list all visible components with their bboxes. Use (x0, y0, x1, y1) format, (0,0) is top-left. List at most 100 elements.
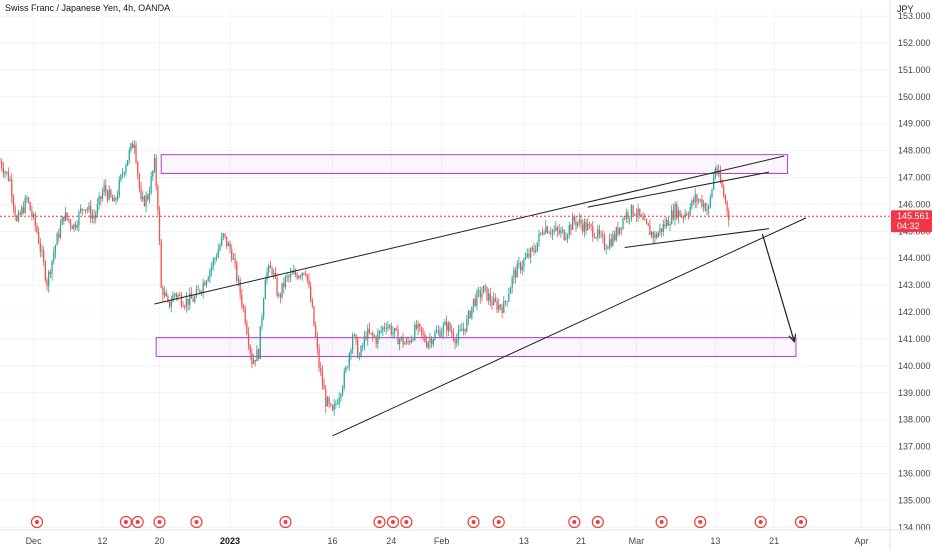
candle-body (263, 299, 265, 318)
time-tick-label: 13 (710, 536, 720, 546)
candle-body (46, 280, 48, 287)
candle-body (566, 234, 569, 238)
candle-body (281, 283, 283, 298)
candle-body (595, 237, 597, 239)
candle-body (195, 289, 198, 297)
candle-body (244, 308, 246, 323)
candle-body (472, 298, 475, 307)
candle-body (227, 243, 230, 247)
candle-body (336, 403, 339, 405)
candle-body (279, 294, 282, 298)
candle-body (499, 304, 502, 308)
candle-body (555, 227, 557, 231)
candle-body (56, 233, 58, 246)
candle-body (407, 340, 409, 342)
candle-body (370, 332, 372, 334)
candle-body (224, 233, 226, 237)
candle-body (266, 272, 268, 280)
candle-body (600, 234, 602, 236)
candle-body (461, 329, 463, 331)
candle-body (634, 214, 636, 216)
candle-body (212, 259, 214, 266)
candle-body (125, 165, 127, 173)
time-tick-label: Mar (629, 536, 645, 546)
candle-body (194, 296, 196, 302)
candle-body (158, 209, 161, 242)
candle-body (11, 179, 13, 198)
candle-body (560, 230, 562, 234)
candle-body (261, 317, 263, 327)
candle-body (687, 214, 690, 216)
candle-body (167, 296, 169, 302)
candle-body (385, 328, 387, 330)
candle-body (140, 188, 142, 200)
price-tick-label: 144.000 (898, 253, 931, 263)
candle-body (357, 339, 359, 358)
candle-body (353, 334, 355, 336)
candle-body (659, 228, 661, 233)
candle-body (622, 218, 624, 229)
candle-body (273, 272, 275, 274)
candle-body (106, 191, 109, 200)
candle-body (511, 277, 513, 288)
candle-body (81, 208, 83, 210)
candle-body (405, 340, 408, 344)
candle-body (138, 174, 141, 189)
candle-body (326, 397, 329, 407)
candlestick-series (0, 139, 730, 416)
candle-body (128, 150, 130, 161)
price-zone (155, 337, 797, 357)
candle-body (593, 236, 596, 238)
candle-body (598, 229, 601, 235)
candle-body (714, 168, 716, 178)
candle-body (289, 273, 292, 278)
candle-body (12, 197, 15, 207)
candle-body (637, 208, 639, 216)
candle-body (504, 301, 507, 303)
candle-body (696, 194, 698, 202)
price-axis[interactable]: 153.000 152.000 151.000 150.000 149.000 148.0… (889, 0, 931, 550)
candle-body (721, 181, 723, 187)
time-axis[interactable]: Dec122020231624Feb1321Mar1321Apr17 (0, 529, 932, 546)
candle-body (61, 216, 63, 225)
candle-body (58, 233, 60, 238)
candle-body (686, 213, 688, 215)
candle-body (404, 343, 406, 345)
candle-body (26, 197, 28, 199)
candle-body (558, 230, 560, 234)
candle-body (251, 353, 253, 364)
candle-body (624, 218, 626, 220)
candle-body (679, 210, 681, 217)
candle-body (471, 306, 473, 318)
candle-body (145, 195, 147, 206)
candle-body (187, 298, 189, 305)
candle-body (551, 230, 554, 234)
candle-body (649, 225, 651, 236)
candle-body (256, 349, 258, 362)
candle-body (39, 243, 41, 252)
candle-body (202, 282, 204, 293)
candle-body (9, 179, 11, 181)
candle-body (221, 237, 223, 246)
candle-body (380, 330, 382, 332)
candle-body (669, 224, 671, 226)
candle-body (155, 157, 157, 187)
candle-body (31, 210, 33, 217)
candle-body (110, 189, 112, 197)
candle-body (602, 234, 604, 237)
candle-body (49, 271, 52, 275)
candle-body (536, 242, 538, 252)
time-tick-label: 12 (97, 536, 107, 546)
candle-body (570, 225, 572, 231)
candle-body (192, 298, 194, 302)
candle-body (143, 196, 146, 206)
candle-body (330, 403, 332, 406)
candle-body (459, 329, 461, 331)
candle-body (242, 305, 245, 309)
candle-body (474, 298, 476, 306)
trend-line (587, 171, 770, 208)
candle-body (207, 277, 209, 281)
time-tick-label: 21 (576, 536, 586, 546)
